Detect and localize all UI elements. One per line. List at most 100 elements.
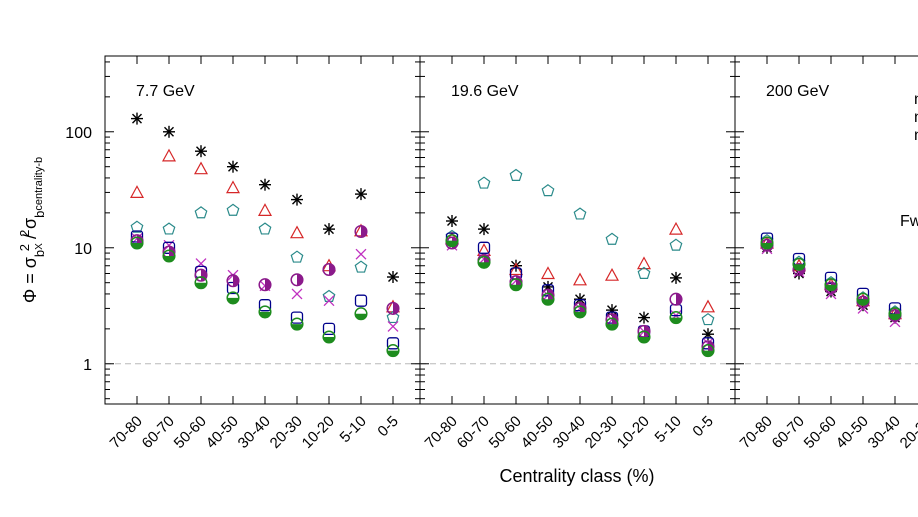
panel-title: 19.6 GeV: [451, 83, 519, 100]
data-point-pentagon: [194, 206, 208, 219]
data-point-circle-half-green: [509, 278, 523, 292]
data-point-asterisk: [163, 125, 175, 138]
data-point-x: [323, 295, 335, 307]
x-tick-label: 40-50: [833, 413, 872, 452]
data-point-triangle: [540, 266, 556, 280]
data-point-circle-half-green: [354, 307, 368, 321]
data-point-asterisk: [291, 193, 303, 206]
data-point-pentagon: [701, 312, 715, 326]
x-tick-label: 10-20: [299, 413, 338, 452]
data-point-pentagon: [541, 184, 555, 197]
y-tick-label: 10: [74, 241, 92, 258]
data-point-circle-half-purple: [290, 273, 304, 287]
data-point-asterisk: [355, 188, 367, 201]
data-point-x: [355, 248, 367, 260]
data-point-triangle: [193, 161, 209, 175]
data-point-pentagon: [386, 310, 400, 324]
data-point-circle-half-green: [824, 278, 838, 292]
data-point-pentagon: [637, 266, 651, 279]
x-tick-label: 20-30: [267, 413, 306, 452]
x-tick-label: 70-80: [107, 413, 146, 452]
x-tick-label: 50-60: [171, 413, 210, 452]
x-tick-label: 60-70: [139, 413, 178, 452]
data-point-triangle: [257, 203, 273, 216]
data-point-x: [195, 258, 207, 270]
data-point-square: [322, 322, 336, 336]
data-point-asterisk: [638, 311, 650, 324]
y-tick-label: 100: [65, 125, 92, 142]
data-point-triangle: [700, 299, 716, 313]
data-point-asterisk: [670, 271, 682, 284]
data-point-triangle: [161, 148, 177, 162]
data-point-circle-half-green: [477, 255, 491, 269]
data-point-asterisk: [446, 215, 458, 227]
data-point-asterisk: [227, 160, 239, 173]
data-point-square: [258, 299, 272, 312]
data-point-asterisk: [387, 271, 399, 283]
data-point-triangle: [604, 267, 620, 281]
panel-frame: [734, 55, 918, 405]
x-tick-label: 40-50: [518, 413, 557, 452]
data-point-circle-half-purple: [386, 301, 400, 315]
data-point-pentagon: [573, 207, 587, 220]
x-tick-label: 0-5: [689, 413, 716, 440]
data-point-circle-half-purple: [354, 224, 368, 239]
data-point-circle-half-purple: [226, 274, 240, 288]
data-point-x: [291, 288, 303, 300]
data-point-circle-half-purple: [258, 278, 272, 292]
data-point-triangle: [572, 272, 588, 286]
x-tick-label: 60-70: [769, 413, 808, 452]
x-tick-label: 0-5: [374, 413, 401, 440]
data-point-square: [354, 294, 368, 307]
panel-title: 200 GeV: [766, 83, 829, 100]
data-point-triangle: [508, 262, 524, 276]
data-point-circle-half-green: [322, 330, 336, 344]
data-point-pentagon: [509, 168, 523, 181]
data-point-circle-half-green: [445, 234, 459, 248]
data-point-circle-half-green: [194, 276, 208, 290]
x-tick-label: 10-20: [614, 413, 653, 452]
legend-fragment: Fw: [900, 213, 918, 230]
data-point-circle-half-green: [226, 291, 240, 305]
data-point-circle-half-green: [258, 305, 272, 319]
data-point-circle-half-green: [290, 317, 304, 331]
data-point-pentagon: [258, 222, 272, 235]
data-point-asterisk: [510, 259, 522, 272]
data-point-circle-half-green: [386, 344, 400, 358]
data-point-pentagon: [669, 238, 683, 251]
data-point-circle-half-green: [541, 292, 555, 306]
legend-fragment: n: [914, 91, 918, 108]
x-tick-label: 50-60: [801, 413, 840, 452]
data-point-circle-half-green: [605, 317, 619, 331]
data-point-circle-half-green: [573, 305, 587, 319]
x-tick-label: 30-40: [865, 413, 904, 452]
data-point-circle-half-green: [888, 307, 902, 321]
data-point-asterisk: [323, 223, 335, 236]
data-point-circle-half-green: [792, 257, 806, 271]
data-point-asterisk: [259, 178, 271, 191]
data-point-square: [477, 241, 491, 254]
legend-fragment: n: [914, 127, 918, 144]
data-point-pentagon: [162, 222, 176, 235]
legend-fragment: n: [914, 109, 918, 126]
panel-frame: [419, 55, 736, 405]
x-tick-label: 5-10: [652, 413, 685, 446]
data-point-circle-half-green: [162, 249, 176, 263]
data-point-square: [386, 337, 400, 350]
y-tick-label: 1: [83, 357, 92, 374]
data-point-pentagon: [226, 203, 240, 216]
data-point-x: [387, 320, 399, 332]
data-point-circle-half-purple: [322, 262, 336, 277]
x-tick-label: 70-80: [737, 413, 776, 452]
data-point-circle-half-green: [856, 292, 870, 306]
y-axis-title: Φ = σbX2 / σbcentrality-b2: [17, 157, 47, 303]
data-point-triangle: [668, 221, 684, 235]
data-point-pentagon: [290, 250, 304, 263]
data-point-pentagon: [354, 260, 368, 273]
x-tick-label: 30-40: [550, 413, 589, 452]
data-point-pentagon: [130, 220, 144, 233]
panel-frame: [104, 55, 421, 405]
